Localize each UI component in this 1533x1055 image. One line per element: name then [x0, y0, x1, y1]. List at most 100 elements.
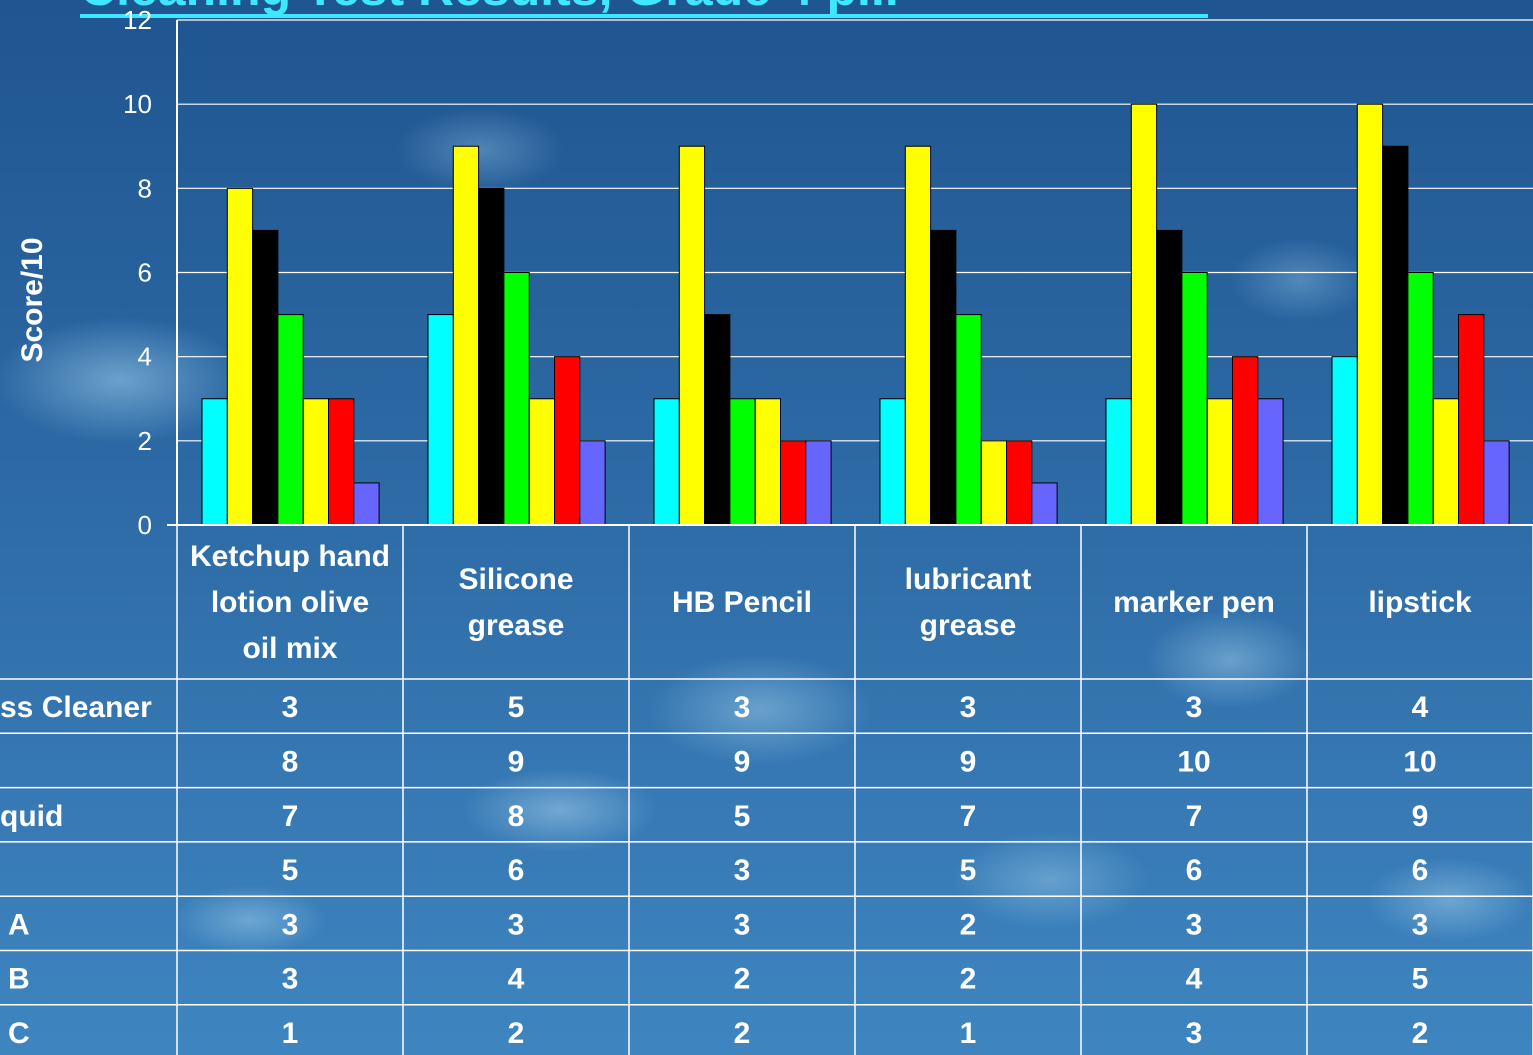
bar: [980, 440, 1008, 526]
table-cell-value: 10: [1177, 745, 1210, 778]
y-axis-label: Score/10: [16, 237, 49, 362]
table-cell-value: 10: [1403, 745, 1436, 778]
bar: [1356, 103, 1384, 526]
bar: [805, 440, 832, 526]
bar: [1232, 356, 1259, 526]
bar: [328, 398, 355, 526]
table-cell-value: 5: [960, 854, 977, 887]
bar: [955, 314, 982, 526]
table-cell-value: 6: [1412, 854, 1429, 887]
series-name: B: [8, 963, 30, 996]
table-cell-value: 3: [960, 691, 977, 724]
table-cell-value: 3: [282, 691, 299, 724]
bar: [579, 440, 606, 526]
table-cell-value: 4: [508, 963, 525, 996]
bar: [201, 398, 228, 526]
table-cell-value: 3: [734, 691, 751, 724]
series-name: quid: [0, 800, 63, 833]
series-name: C: [8, 1017, 30, 1050]
bar: [226, 187, 254, 526]
series-name: A: [8, 908, 30, 941]
bar: [653, 398, 680, 526]
table-cell-value: 6: [508, 854, 525, 887]
table-cell-value: 3: [734, 854, 751, 887]
table-cell-value: 6: [1186, 854, 1203, 887]
table-cell-value: 1: [282, 1017, 299, 1050]
bar: [252, 229, 279, 526]
bar: [1257, 398, 1284, 526]
table-cell-value: 2: [960, 963, 977, 996]
bar: [452, 145, 480, 526]
bar: [1483, 440, 1510, 526]
table-cell-value: 2: [734, 963, 751, 996]
table-cell-value: 9: [960, 745, 977, 778]
bar: [528, 398, 556, 526]
table-cell-value: 3: [1186, 691, 1203, 724]
table-cell-value: 2: [508, 1017, 525, 1050]
category-label: marker pen: [1113, 586, 1275, 619]
bar: [1156, 229, 1183, 526]
table-cell-value: 4: [1186, 963, 1203, 996]
category-label: lubricant grease: [905, 563, 1032, 642]
data-table: Ketchup hand lotion olive oil mix Silicone g…: [0, 525, 1533, 1055]
table-cell-value: 3: [1186, 1017, 1203, 1050]
table-cell-value: 9: [1412, 800, 1429, 833]
bar: [754, 398, 782, 526]
bar: [1458, 314, 1485, 526]
category-label: Ketchup hand lotion olive oil mix: [190, 540, 390, 665]
category-label: HB Pencil: [672, 586, 812, 619]
table-cell-value: 7: [960, 800, 977, 833]
table-cell-value: 5: [508, 691, 525, 724]
bar: [904, 145, 932, 526]
bar: [729, 398, 756, 526]
table-cell-value: 4: [1412, 691, 1429, 724]
bar: [353, 482, 380, 526]
bar: [930, 229, 957, 526]
bar: [427, 314, 454, 526]
bar: [879, 398, 906, 526]
bar: [1331, 356, 1358, 526]
table-cell-value: 2: [960, 908, 977, 941]
bar: [478, 187, 505, 526]
table-cell-value: 3: [1186, 908, 1203, 941]
table-cell-value: 2: [1412, 1017, 1429, 1050]
table-cell-value: 3: [282, 963, 299, 996]
table-cell-value: 5: [282, 854, 299, 887]
bar: [277, 314, 304, 526]
bar: [1181, 272, 1208, 526]
category-label: Silicone grease: [458, 563, 573, 642]
table-cell-value: 3: [1412, 908, 1429, 941]
y-tick-label: 6: [138, 258, 152, 288]
y-tick-label: 10: [123, 89, 152, 119]
table-cell-value: 3: [282, 908, 299, 941]
bar: [554, 356, 581, 526]
y-tick-label: 0: [138, 510, 152, 540]
bar: [1432, 398, 1459, 526]
bar: [704, 314, 731, 526]
gridlines: [177, 19, 1533, 442]
bar: [780, 440, 807, 526]
table-cell-value: 2: [734, 1017, 751, 1050]
category-label: lipstick: [1368, 586, 1472, 619]
bar: [1206, 398, 1233, 526]
y-tick-label: 8: [138, 173, 152, 203]
series-name: ss Cleaner: [0, 691, 152, 724]
table-cell-value: 8: [282, 745, 299, 778]
table-cell-value: 3: [508, 908, 525, 941]
bar: [1382, 145, 1409, 526]
bars: [201, 103, 1510, 526]
bar: [1130, 103, 1158, 526]
y-tick-label: 12: [123, 5, 152, 35]
bar: [678, 145, 706, 526]
bar: [1031, 482, 1058, 526]
table-cell-value: 3: [734, 908, 751, 941]
table-cell-value: 8: [508, 800, 525, 833]
table-cell-value: 5: [1412, 963, 1429, 996]
table-cell-value: 7: [282, 800, 299, 833]
y-axis: 0 2 4 6 8 10 12: [123, 5, 1533, 540]
y-tick-label: 4: [138, 342, 152, 372]
page-title: Cleaning Test Results, Grade 4 p...: [80, 0, 1208, 18]
table-cell-value: 1: [960, 1017, 977, 1050]
bar: [1407, 272, 1434, 526]
